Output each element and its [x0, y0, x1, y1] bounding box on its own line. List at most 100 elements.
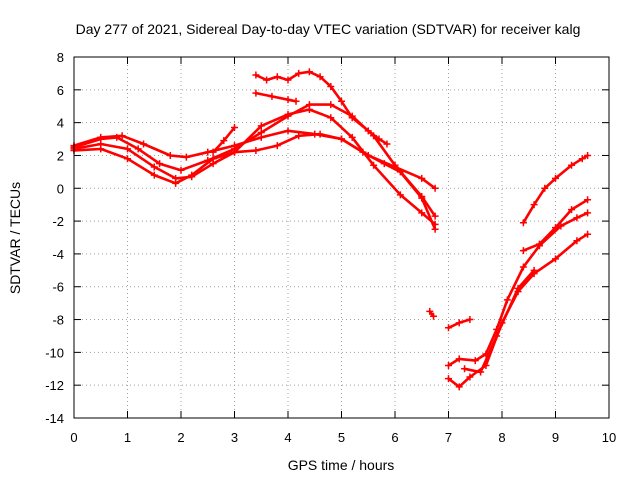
y-tick-label: -2: [52, 214, 64, 229]
data-point: [166, 151, 174, 159]
data-point: [426, 307, 434, 315]
data-point: [284, 76, 292, 84]
y-axis-label: SDTVAR / TECUs: [7, 182, 23, 294]
data-point: [573, 237, 581, 245]
data-point: [252, 147, 260, 155]
data-point: [466, 316, 474, 324]
series-track-3: [72, 108, 437, 226]
data-point: [284, 110, 292, 118]
data-point: [396, 168, 404, 176]
data-point: [455, 383, 463, 391]
y-tick-label: 0: [57, 181, 64, 196]
data-point: [231, 148, 238, 156]
data-point: [477, 368, 485, 376]
data-point: [445, 361, 452, 369]
x-tick-label: 6: [391, 430, 398, 445]
data-point: [263, 76, 271, 84]
data-series: [70, 68, 592, 391]
data-point: [552, 224, 559, 232]
plot-frame: [73, 56, 610, 419]
x-tick-label: 3: [231, 430, 238, 445]
data-point: [113, 133, 121, 141]
data-point: [466, 373, 474, 381]
data-point: [396, 191, 404, 199]
data-point: [231, 124, 238, 132]
data-point: [445, 324, 452, 332]
data-point: [124, 155, 131, 163]
data-point: [552, 255, 559, 263]
data-point: [252, 89, 260, 97]
data-point: [375, 135, 383, 143]
data-point: [134, 145, 142, 153]
data-point: [252, 71, 260, 79]
data-point: [268, 92, 276, 100]
data-point: [578, 155, 586, 163]
data-point: [530, 266, 538, 274]
data-point: [156, 160, 164, 168]
x-tick-label: 2: [177, 430, 184, 445]
data-point: [327, 83, 335, 91]
data-point: [418, 209, 426, 217]
data-point: [209, 148, 217, 156]
data-point: [430, 312, 438, 320]
data-point: [431, 212, 439, 220]
data-point: [305, 106, 313, 114]
data-point: [383, 140, 391, 148]
data-point: [552, 174, 559, 182]
data-point: [295, 69, 303, 77]
data-point: [305, 68, 313, 76]
data-point: [150, 163, 158, 171]
data-point: [182, 153, 190, 161]
data-point: [97, 145, 105, 153]
chart-title: Day 277 of 2021, Sidereal Day-to-day VTE…: [76, 21, 581, 37]
data-point: [530, 201, 538, 209]
x-tick-label: 4: [284, 430, 291, 445]
y-tick-label: 4: [57, 116, 64, 131]
data-point: [316, 73, 324, 81]
data-point: [391, 161, 399, 169]
data-point: [284, 127, 292, 135]
data-point: [220, 137, 228, 145]
x-tick-label: 9: [552, 430, 559, 445]
series-track-7: [254, 91, 298, 103]
data-point: [431, 184, 439, 192]
data-point: [257, 122, 265, 130]
data-point: [535, 240, 543, 248]
data-point: [188, 171, 196, 179]
data-point: [584, 230, 592, 238]
data-point: [380, 160, 388, 168]
data-point: [338, 97, 345, 105]
data-point: [418, 174, 426, 182]
x-tick-label: 8: [498, 430, 505, 445]
data-point: [584, 209, 592, 217]
data-point: [359, 148, 367, 156]
data-point: [364, 127, 372, 135]
data-point: [295, 132, 303, 140]
y-tick-label: 6: [57, 83, 64, 98]
data-point: [370, 161, 378, 169]
x-tick-label: 10: [602, 430, 616, 445]
data-point: [177, 166, 185, 174]
data-point: [284, 96, 292, 104]
y-tick-label: -6: [52, 280, 64, 295]
data-point: [584, 196, 592, 204]
data-point: [418, 194, 426, 202]
data-point: [316, 130, 324, 138]
y-tick-label: -12: [45, 378, 64, 393]
data-point: [118, 132, 126, 140]
data-point: [140, 140, 148, 148]
y-tick-label: -4: [52, 247, 64, 262]
data-point: [519, 263, 527, 271]
data-point: [338, 135, 345, 143]
y-tick-label: -8: [52, 313, 64, 328]
x-tick-label: 0: [70, 430, 77, 445]
data-point: [514, 284, 522, 292]
data-point: [455, 355, 463, 363]
data-point: [455, 319, 463, 327]
y-tick-label: 2: [57, 148, 64, 163]
data-point: [273, 142, 281, 150]
data-point: [568, 206, 576, 214]
data-point: [471, 357, 479, 365]
y-tick-label: -10: [45, 345, 64, 360]
